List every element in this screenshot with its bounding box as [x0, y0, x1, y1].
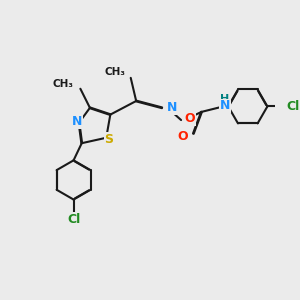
Text: N: N	[220, 99, 230, 112]
Text: CH₃: CH₃	[52, 79, 74, 89]
Text: O: O	[178, 130, 188, 143]
Text: Cl: Cl	[67, 213, 80, 226]
Text: CH₃: CH₃	[104, 68, 125, 77]
Text: S: S	[104, 133, 113, 146]
Text: N: N	[167, 101, 177, 114]
Text: H: H	[220, 94, 229, 104]
Text: N: N	[72, 115, 82, 128]
Text: O: O	[184, 112, 195, 125]
Text: Cl: Cl	[286, 100, 300, 113]
